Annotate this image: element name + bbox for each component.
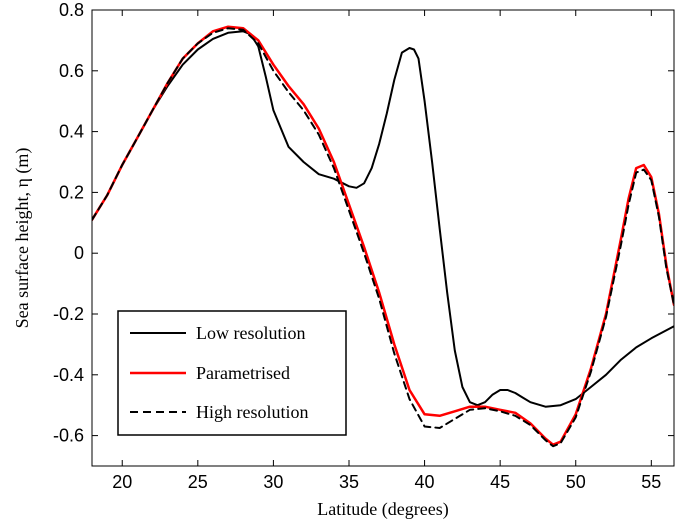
x-tick-label: 40 — [415, 472, 435, 492]
y-tick-label: -0.6 — [53, 426, 84, 446]
x-tick-label: 20 — [112, 472, 132, 492]
plot-frame — [91, 9, 675, 467]
legend-label-high-resolution: High resolution — [196, 402, 309, 422]
x-axis-label: Latitude (degrees) — [317, 499, 448, 520]
x-tick-label: 25 — [188, 472, 208, 492]
series-line-low-resolution — [92, 30, 674, 408]
x-tick-label: 30 — [263, 472, 283, 492]
x-tick-label: 50 — [566, 472, 586, 492]
y-axis-label: Sea surface height, η (m) — [12, 148, 33, 329]
y-tick-label: -0.4 — [53, 365, 84, 385]
y-tick-label: 0.8 — [59, 0, 84, 20]
series-layer — [92, 25, 674, 448]
y-tick-label: 0.4 — [59, 122, 84, 142]
y-tick-label: 0 — [74, 243, 84, 263]
legend-label-low-resolution: Low resolution — [196, 323, 306, 343]
x-tick-label: 35 — [339, 472, 359, 492]
y-tick-label: 0.6 — [59, 61, 84, 81]
y-tick-label: 0.2 — [59, 182, 84, 202]
x-tick-label: 45 — [490, 472, 510, 492]
y-tick-label: -0.2 — [53, 304, 84, 324]
x-tick-label: 55 — [641, 472, 661, 492]
tick-layer: 20 25 30 35 40 45 50 55 -0.6 -0.4 -0.2 0 0.2 0.4 0.6 0.… — [53, 0, 674, 492]
legend: Low resolution Parametrised High resolut… — [117, 310, 347, 436]
series-line-high-resolution — [92, 27, 674, 448]
legend-label-parametrised: Parametrised — [196, 363, 290, 383]
